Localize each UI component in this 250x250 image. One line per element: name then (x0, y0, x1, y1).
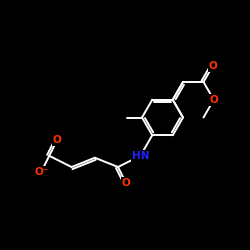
Text: O: O (122, 178, 130, 188)
Text: HN: HN (132, 151, 149, 161)
Text: O: O (208, 61, 217, 71)
Text: O: O (53, 135, 62, 145)
Text: O: O (210, 95, 218, 105)
Text: O⁻: O⁻ (34, 167, 48, 177)
